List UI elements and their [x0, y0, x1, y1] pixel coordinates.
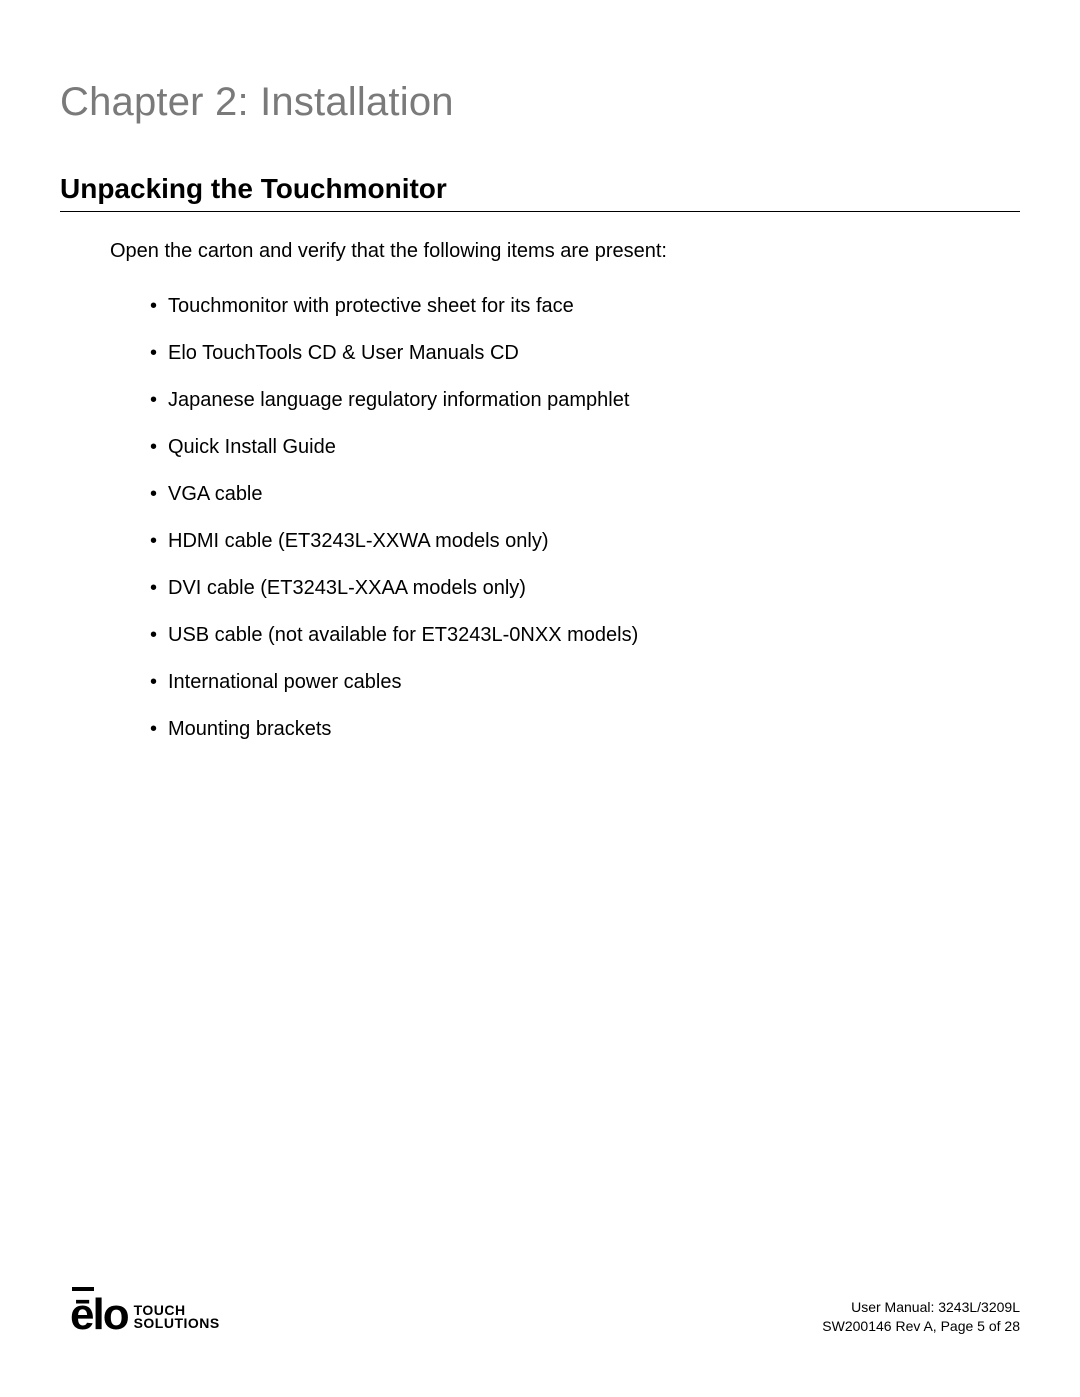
page-footer: ēlo TOUCH SOLUTIONS User Manual: 3243L/3… — [70, 1293, 1020, 1337]
list-item: Touchmonitor with protective sheet for i… — [150, 295, 1020, 318]
list-item: Quick Install Guide — [150, 436, 1020, 459]
brand-logo: ēlo TOUCH SOLUTIONS — [70, 1293, 220, 1337]
chapter-title: Chapter 2: Installation — [60, 80, 1020, 125]
list-item: HDMI cable (ET3243L-XXWA models only) — [150, 530, 1020, 553]
list-item: International power cables — [150, 671, 1020, 694]
logo-text: TOUCH SOLUTIONS — [134, 1304, 220, 1331]
list-item: VGA cable — [150, 483, 1020, 506]
list-item: Japanese language regulatory information… — [150, 389, 1020, 412]
revision-page: SW200146 Rev A, Page 5 of 28 — [822, 1317, 1020, 1337]
list-item: USB cable (not available for ET3243L-0NX… — [150, 624, 1020, 647]
intro-text: Open the carton and verify that the foll… — [110, 240, 1020, 263]
manual-title: User Manual: 3243L/3209L — [822, 1298, 1020, 1318]
section-title: Unpacking the Touchmonitor — [60, 173, 1020, 212]
logo-line-2: SOLUTIONS — [134, 1317, 220, 1330]
list-item: Mounting brackets — [150, 718, 1020, 741]
list-item: DVI cable (ET3243L-XXAA models only) — [150, 577, 1020, 600]
logo-mark: ēlo — [70, 1293, 128, 1337]
list-item: Elo TouchTools CD & User Manuals CD — [150, 342, 1020, 365]
package-contents-list: Touchmonitor with protective sheet for i… — [150, 295, 1020, 741]
footer-meta: User Manual: 3243L/3209L SW200146 Rev A,… — [822, 1298, 1020, 1337]
document-page: Chapter 2: Installation Unpacking the To… — [0, 0, 1080, 741]
